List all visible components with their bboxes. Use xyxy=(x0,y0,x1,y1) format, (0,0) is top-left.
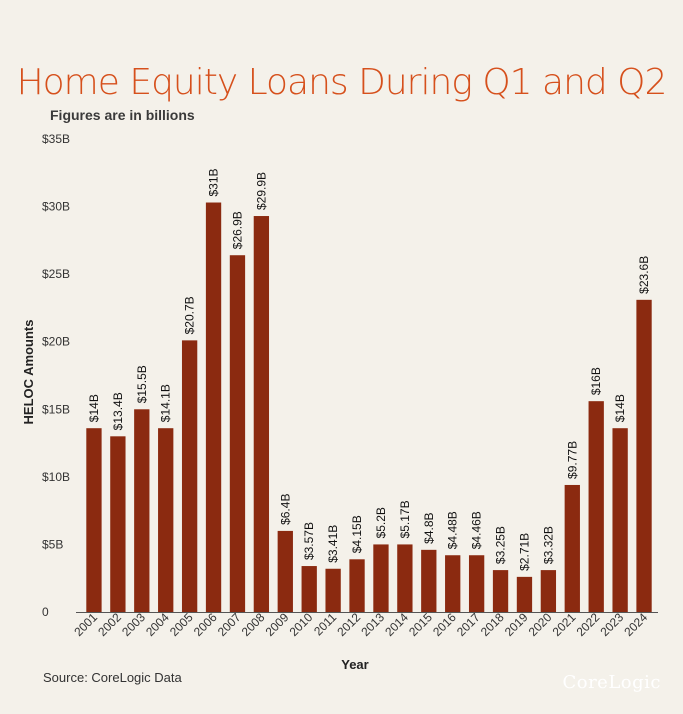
x-tick-label: 2008 xyxy=(239,610,268,639)
x-axis-title: Year xyxy=(341,657,368,672)
bar xyxy=(253,216,270,612)
data-label: $3.57B xyxy=(302,522,316,560)
x-tick-label: 2019 xyxy=(502,610,531,639)
data-label: $4.8B xyxy=(422,512,436,543)
x-tick-label: 2011 xyxy=(311,610,339,638)
x-tick-label: 2024 xyxy=(621,610,650,639)
data-label: $26.9B xyxy=(230,211,244,249)
x-tick-label: 2003 xyxy=(119,610,148,639)
y-axis-ticks: 0 $5B $10B $15B $20B $25B $30B $35B xyxy=(42,132,70,619)
chart-subtitle: Figures are in billions xyxy=(50,107,195,123)
bar xyxy=(612,428,628,612)
data-label: $9.77B xyxy=(565,441,579,479)
x-tick-label: 2018 xyxy=(478,610,507,639)
x-tick-label: 2017 xyxy=(454,610,483,639)
x-tick-label: 2021 xyxy=(550,610,579,639)
bar xyxy=(277,530,293,612)
bar xyxy=(516,576,533,612)
x-tick-label: 2007 xyxy=(215,610,244,639)
data-label: $14B xyxy=(87,394,101,422)
data-label: $2.71B xyxy=(517,533,531,571)
x-tick-label: 2001 xyxy=(71,610,100,639)
y-tick-label: $5B xyxy=(42,537,63,551)
data-label: $3.32B xyxy=(541,526,555,564)
y-axis-title: HELOC Amounts xyxy=(21,320,36,425)
x-tick-label: 2022 xyxy=(574,610,603,639)
data-labels: $14B $13.4B $15.5B $14.1B $20.7B $31B $26.9B $2… xyxy=(87,168,651,570)
y-tick-label: 0 xyxy=(42,605,49,619)
bar xyxy=(158,428,174,612)
bar xyxy=(301,566,317,612)
data-label: $4.48B xyxy=(446,511,460,549)
bar xyxy=(445,555,461,612)
data-label: $5.2B xyxy=(374,507,388,538)
x-tick-label: 2014 xyxy=(382,610,411,639)
bar xyxy=(492,570,509,612)
data-label: $31B xyxy=(207,168,221,196)
x-tick-label: 2004 xyxy=(143,610,172,639)
bar xyxy=(540,570,557,612)
y-tick-label: $20B xyxy=(42,335,70,349)
data-label: $20.7B xyxy=(183,296,197,334)
x-tick-label: 2005 xyxy=(167,610,196,639)
data-label: $14.1B xyxy=(159,384,173,422)
bar xyxy=(636,299,652,612)
x-tick-label: 2009 xyxy=(263,610,292,639)
data-label: $4.15B xyxy=(350,515,364,553)
data-label: $16B xyxy=(589,367,603,395)
bar xyxy=(421,549,437,612)
y-tick-label: $35B xyxy=(42,132,70,146)
bar xyxy=(181,340,198,612)
bar xyxy=(468,555,485,612)
bar xyxy=(205,202,222,612)
bar xyxy=(588,401,604,612)
y-tick-label: $25B xyxy=(42,267,70,281)
data-label: $13.4B xyxy=(111,392,125,430)
bar xyxy=(134,409,150,612)
data-label: $3.41B xyxy=(326,525,340,563)
x-tick-label: 2006 xyxy=(191,610,220,639)
brand-logo: CoreLogic xyxy=(562,672,661,693)
data-label: $15.5B xyxy=(135,365,149,403)
data-label: $23.6B xyxy=(637,256,651,294)
bar xyxy=(86,428,102,612)
x-axis-ticks: 2001200220032004200520062007200820092010… xyxy=(71,610,650,639)
y-tick-label: $10B xyxy=(42,470,70,484)
y-tick-label: $15B xyxy=(42,402,70,416)
bar xyxy=(110,436,126,612)
x-tick-label: 2013 xyxy=(358,610,387,639)
source-note: Source: CoreLogic Data xyxy=(43,670,182,685)
data-label: $29.9B xyxy=(254,172,268,210)
bar xyxy=(564,484,580,612)
bar xyxy=(397,544,413,612)
x-tick-label: 2015 xyxy=(406,610,435,639)
x-tick-label: 2023 xyxy=(597,610,626,639)
data-label: $4.46B xyxy=(470,511,484,549)
chart-title: Home Equity Loans During Q1 and Q2 xyxy=(16,62,668,103)
data-label: $3.25B xyxy=(494,526,508,564)
x-tick-label: 2020 xyxy=(526,610,555,639)
data-label: $14B xyxy=(613,394,627,422)
data-label: $5.17B xyxy=(398,500,412,538)
x-tick-label: 2016 xyxy=(430,610,459,639)
bar-series xyxy=(86,202,652,613)
data-label: $6.4B xyxy=(278,494,292,525)
x-tick-label: 2010 xyxy=(287,610,316,639)
bar xyxy=(349,559,365,612)
y-tick-label: $30B xyxy=(42,200,70,214)
bar xyxy=(229,255,246,613)
x-tick-label: 2002 xyxy=(95,610,124,639)
bar xyxy=(373,544,389,612)
x-tick-label: 2012 xyxy=(334,610,363,639)
bar xyxy=(325,568,341,612)
